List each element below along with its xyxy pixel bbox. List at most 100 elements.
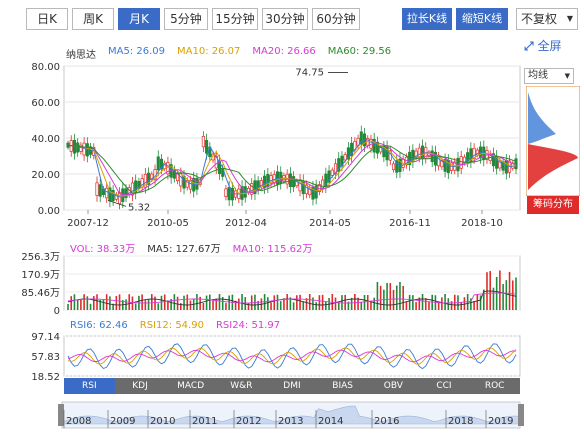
- expand-icon: ⤢: [524, 39, 534, 53]
- candle-body: [72, 139, 76, 154]
- tab-2[interactable]: 月K: [118, 8, 160, 30]
- candle-body: [337, 158, 341, 172]
- candle-body: [82, 142, 86, 156]
- candle-body: [504, 160, 508, 174]
- candle-body: [469, 148, 473, 163]
- candle-body: [459, 156, 463, 169]
- chip-distribution-button[interactable]: 筹码分布: [527, 196, 579, 214]
- time-range-selector[interactable]: 2008 2009 2010 2011 2012 2013 2014 2016 2018 2019: [0, 398, 584, 436]
- fullscreen-button[interactable]: ⤢ 全屏: [524, 37, 561, 54]
- legend-item: MA20: 26.66: [252, 46, 316, 57]
- rsi-legend: RSI6: 62.46 RSI12: 54.90 RSI24: 51.97: [70, 320, 292, 331]
- price-tick-label: 60.00: [31, 98, 60, 109]
- tab-0[interactable]: 日K: [26, 8, 68, 30]
- indicator-tab-bias[interactable]: BIAS: [332, 381, 353, 391]
- candle-body: [243, 186, 247, 198]
- indicator-tab-cci[interactable]: CCI: [436, 381, 452, 391]
- indicator-tab-macd[interactable]: MACD: [177, 381, 205, 391]
- price-tick-label: 20.00: [31, 170, 60, 181]
- candle-body: [227, 186, 231, 201]
- candle-body: [417, 147, 421, 158]
- tab-6[interactable]: 60分钟: [312, 8, 360, 30]
- date-tick-label: 2014-05: [309, 218, 351, 229]
- date-tick-label: 2007-12: [67, 218, 109, 229]
- tab-1[interactable]: 周K: [72, 8, 114, 30]
- volume-tick-label: 256.3万: [21, 252, 60, 263]
- kline-chart[interactable]: 80.00 60.00 40.00 20.00 0.00 2007-12 2010-05 20…: [0, 58, 584, 234]
- timeline-year-label: 2016: [374, 416, 399, 427]
- price-tick-label: 0.00: [38, 206, 60, 217]
- candle-body: [143, 174, 147, 188]
- legend-item: RSI12: 54.90: [139, 320, 204, 331]
- candle-body: [430, 150, 434, 163]
- candle-body: [130, 182, 135, 196]
- rsi-line: [67, 349, 517, 363]
- candle-body: [95, 182, 99, 196]
- candle-body: [266, 173, 270, 188]
- candle-body: [182, 175, 186, 189]
- ma-line: [67, 139, 517, 198]
- timeline-year-label: 2011: [192, 416, 217, 427]
- candle-body: [311, 186, 315, 200]
- timeline-year-label: 2014: [318, 416, 343, 427]
- chip-red-area: [528, 144, 578, 190]
- adjust-select[interactable]: 不复权 ▼: [516, 8, 578, 30]
- candle-body: [98, 184, 102, 197]
- timeline-right-handle: [518, 404, 524, 426]
- timeline-year-label: 2018: [448, 416, 473, 427]
- candle-body: [156, 156, 160, 171]
- stock-name: 纳思达: [66, 50, 96, 61]
- candle-body: [185, 180, 189, 188]
- candle-body: [79, 144, 83, 152]
- candle-body: [475, 149, 479, 156]
- candle-body: [124, 188, 128, 198]
- tab-3[interactable]: 5分钟: [164, 8, 208, 30]
- indicator-tab-obv[interactable]: OBV: [383, 381, 403, 391]
- candle-body: [440, 160, 444, 168]
- shorten-kline-button[interactable]: 缩短K线: [456, 8, 508, 30]
- candle-body: [250, 183, 254, 195]
- ma-type-select[interactable]: 均线 ▼: [524, 68, 574, 84]
- chevron-down-icon: ▼: [566, 14, 573, 23]
- indicator-tab-dmi[interactable]: DMI: [283, 381, 301, 391]
- candle-body: [498, 160, 502, 169]
- indicator-tab-kdj[interactable]: KDJ: [132, 381, 148, 391]
- chip-blue-area: [528, 92, 556, 144]
- candle-body: [217, 160, 222, 174]
- timeline-year-label: 2012: [236, 416, 261, 427]
- candle-body: [414, 150, 418, 158]
- volume-chart[interactable]: 256.3万 170.9万 85.46万 0: [0, 236, 584, 318]
- rsi-chart[interactable]: 97.14 57.83 18.52: [0, 316, 584, 382]
- rsi-line: [67, 347, 517, 365]
- volume-legend: VOL: 38.33万 MA5: 127.67万 MA10: 115.62万: [70, 240, 324, 255]
- candle-body: [433, 151, 437, 166]
- candle-body: [224, 188, 228, 197]
- date-tick-label: 2016-11: [389, 218, 431, 229]
- legend-item: RSI6: 62.46: [70, 320, 128, 331]
- indicator-tab-w&r[interactable]: W&R: [230, 381, 253, 391]
- indicator-tab-rsi[interactable]: RSI: [64, 378, 115, 394]
- timeline-year-label: 2008: [66, 416, 91, 427]
- legend-item: RSI24: 51.97: [215, 320, 281, 331]
- candle-body: [85, 143, 89, 157]
- rsi-line: [67, 343, 517, 370]
- low-marker: [107, 200, 127, 207]
- legend-item: MA60: 29.56: [327, 46, 392, 57]
- candle-body: [391, 163, 396, 171]
- ma-legend: MA5: 26.09 MA10: 26.07 MA20: 26.66 MA60: 29…: [108, 46, 403, 57]
- legend-item: MA5: 127.67万: [147, 244, 221, 255]
- candle-body: [350, 142, 354, 157]
- price-tick-label: 40.00: [31, 134, 60, 145]
- candle-body: [230, 187, 234, 201]
- candle-body: [308, 187, 312, 196]
- indicator-tab-roc[interactable]: ROC: [484, 381, 505, 391]
- candle-body: [395, 160, 399, 173]
- stretch-kline-button[interactable]: 拉长K线: [402, 8, 452, 30]
- candle-body: [340, 155, 344, 167]
- candle-body: [288, 173, 292, 188]
- tab-4[interactable]: 15分钟: [212, 8, 258, 30]
- adjust-select-value: 不复权: [521, 12, 558, 26]
- candle-body: [147, 172, 151, 185]
- candle-body: [372, 138, 376, 153]
- tab-5[interactable]: 30分钟: [262, 8, 308, 30]
